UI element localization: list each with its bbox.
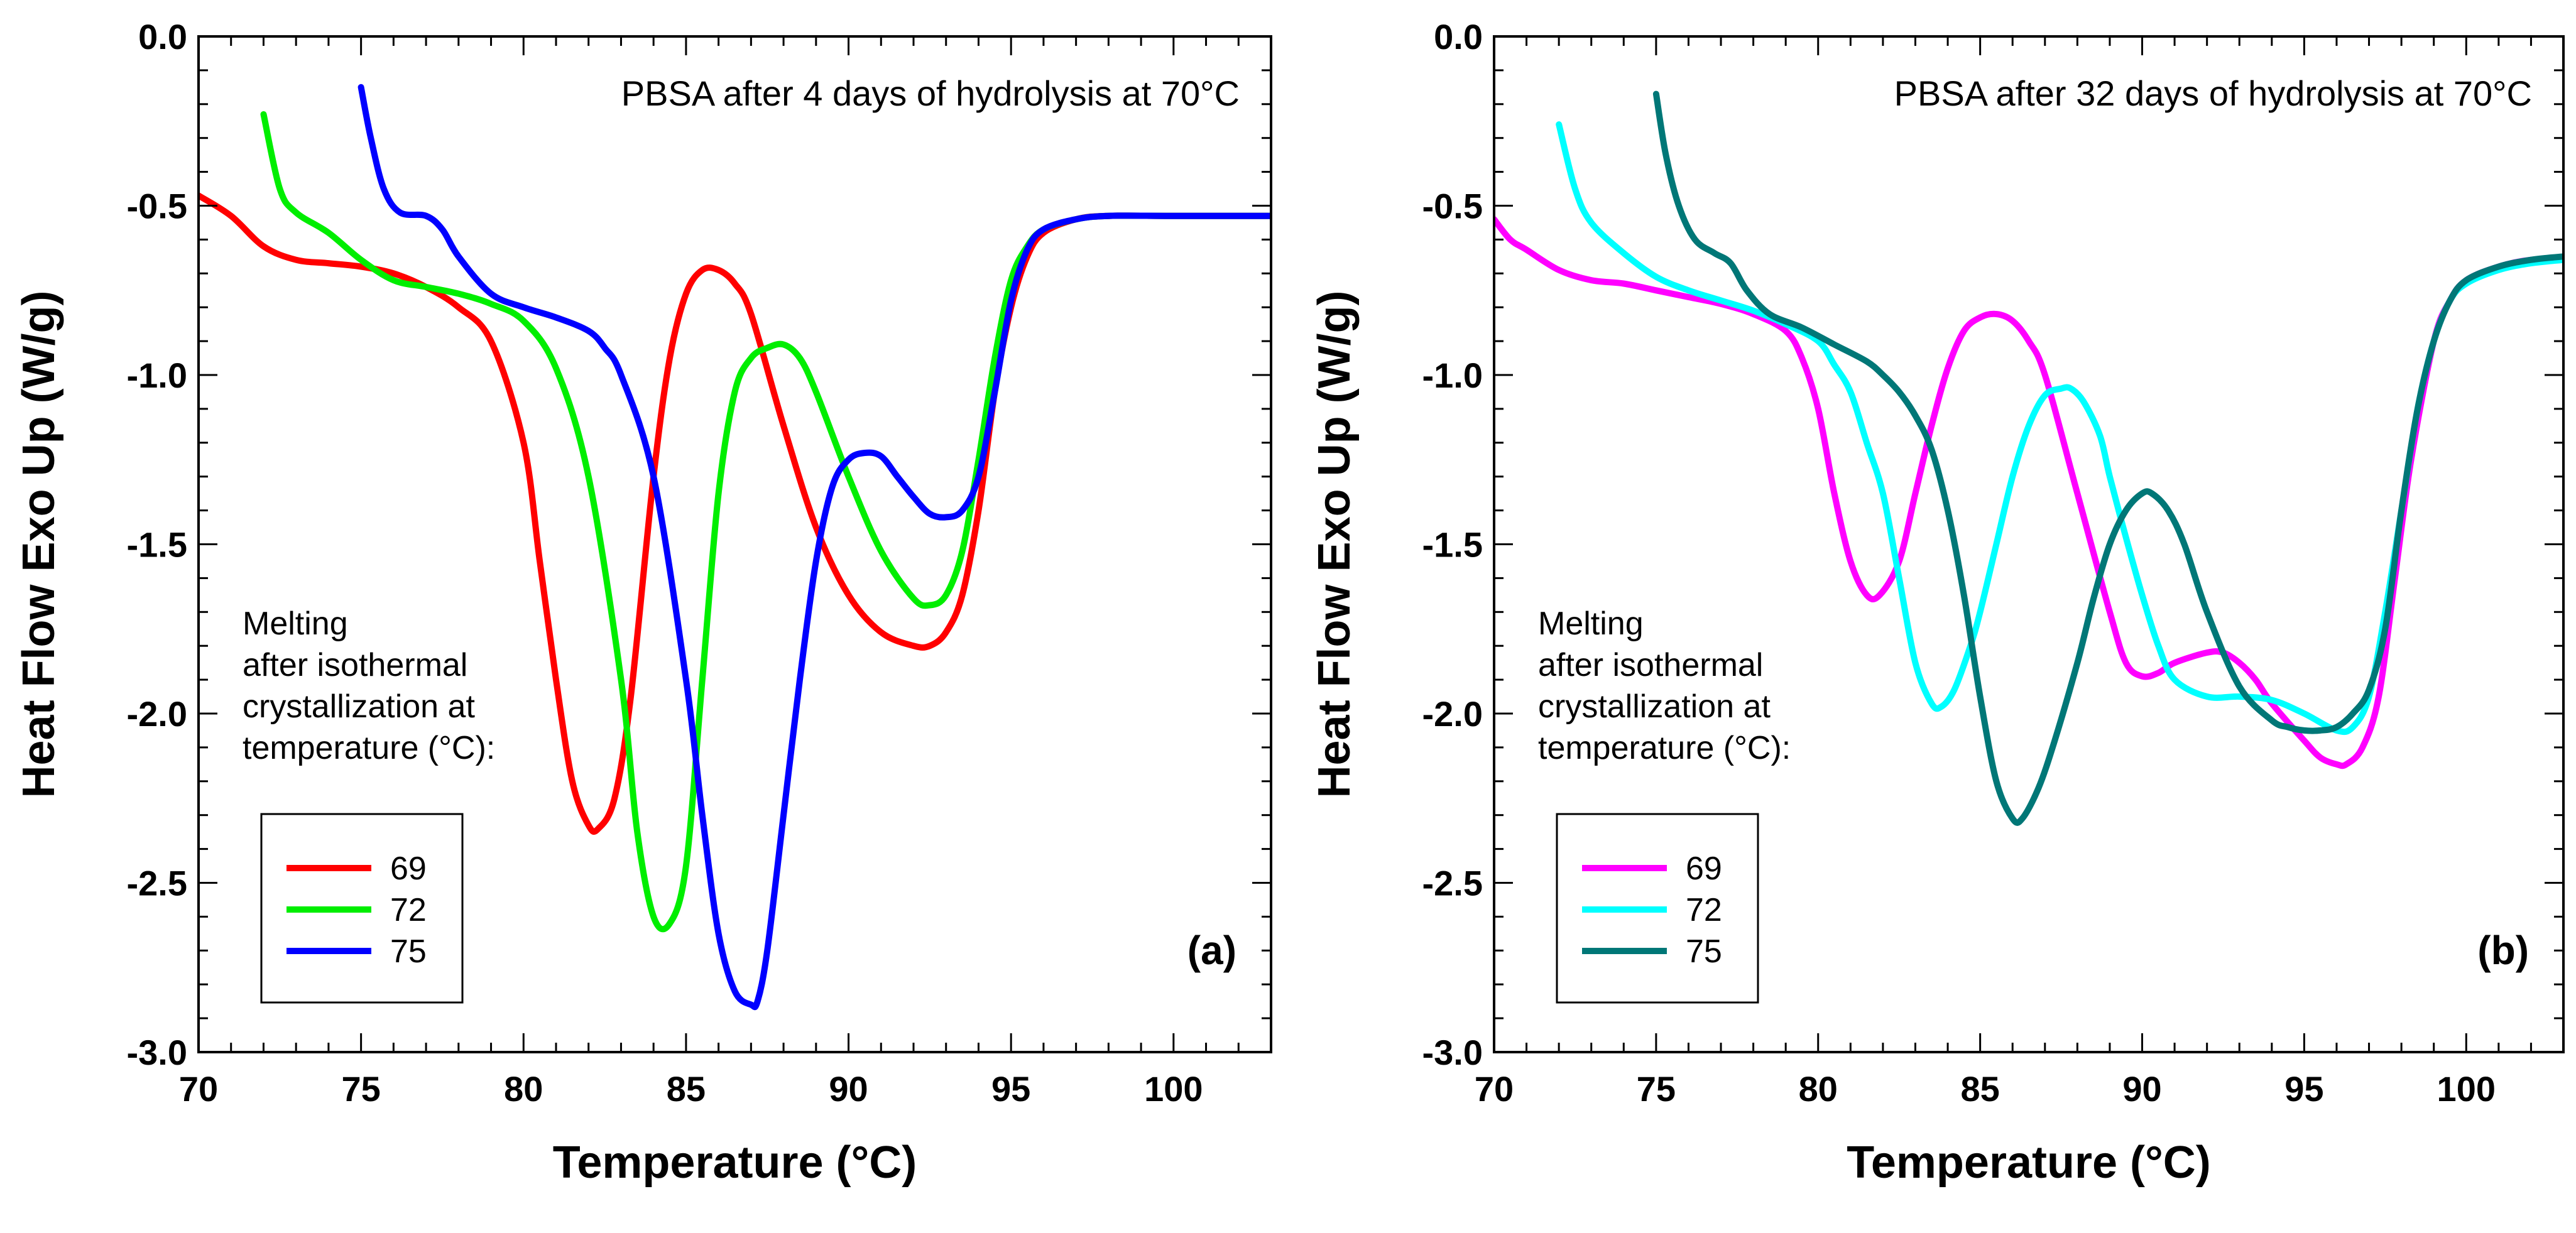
x-tick-label: 95 [2284,1069,2323,1109]
legend-label-72: 72 [390,892,427,928]
legend-label-75: 75 [390,933,427,970]
chart-panel-a: 70 75 80 85 90 95 100 0.0 -0.5 -1.0 -1.5 -2.0 -2.5 -3… [14,17,1272,1188]
y-tick-label: 0.0 [1434,17,1483,57]
legend-annotation: Melting after isothermal crystallization a… [243,606,495,766]
chart-title: PBSA after 4 days of hydrolysis at 70°C [621,73,1240,113]
legend-annotation: Melting after isothermal crystallization a… [1538,606,1791,766]
series-group [1494,90,2563,826]
legend-label-69: 69 [1686,850,1722,887]
annotation-line: crystallization at [243,688,475,725]
chart-panel-b: 70 75 80 85 90 95 100 0.0 -0.5 -1.0 -1.5 -2.0 -2.5 -3… [1309,17,2565,1188]
y-tick-label: -2.5 [1422,864,1483,903]
x-tick-label: 95 [991,1069,1030,1109]
x-tick-label: 90 [2122,1069,2161,1109]
annotation-line: temperature (°C): [243,730,495,766]
legend: 69 72 75 [260,813,464,1004]
legend-label-69: 69 [390,850,427,887]
y-tick-label: -1.0 [127,356,188,395]
legend-label-72: 72 [1686,892,1722,928]
panel-label: (a) [1187,928,1236,973]
y-tick-label: -3.0 [1422,1033,1483,1072]
annotation-line: Melting [1538,606,1644,642]
series-line-75 [1652,90,2563,826]
annotation-line: after isothermal [1538,647,1763,683]
y-tick-label: -1.5 [127,525,188,565]
x-tick-label: 85 [1960,1069,1999,1109]
annotation-line: Melting [243,606,348,642]
y-tick-label: -0.5 [1422,187,1483,226]
annotation-line: after isothermal [243,647,467,683]
x-tick-label: 70 [1475,1069,1514,1109]
x-tick-label: 75 [1637,1069,1676,1109]
y-tick-label: -2.0 [1422,694,1483,734]
y-tick-label: -1.0 [1422,356,1483,395]
y-tick-label: -0.5 [127,187,188,226]
x-tick-label: 90 [829,1069,868,1109]
y-axis-title: Heat Flow Exo Up (W/g) [1309,291,1360,798]
series-group [199,84,1271,1011]
x-tick-label: 80 [1799,1069,1838,1109]
y-tick-label: -2.0 [127,694,188,734]
y-tick-label: -2.5 [127,864,188,903]
x-tick-label: 70 [179,1069,218,1109]
y-tick-label: 0.0 [138,17,187,57]
series-line-69 [1494,216,2563,769]
annotation-line: crystallization at [1538,688,1771,725]
x-axis-title: Temperature (°C) [1847,1138,2211,1188]
panel-label: (b) [2477,928,2529,973]
y-tick-label: -3.0 [127,1033,188,1072]
x-tick-label: 75 [341,1069,380,1109]
x-tick-label: 100 [2437,1069,2496,1109]
legend-label-75: 75 [1686,933,1722,970]
legend: 69 72 75 [1556,813,1759,1004]
y-tick-label: -1.5 [1422,525,1483,565]
series-line-72 [260,111,1271,933]
y-axis-title: Heat Flow Exo Up (W/g) [14,291,64,798]
x-axis-title: Temperature (°C) [553,1138,917,1188]
x-tick-label: 85 [667,1069,706,1109]
x-tick-label: 100 [1144,1069,1203,1109]
annotation-line: temperature (°C): [1538,730,1791,766]
series-line-75 [357,84,1271,1011]
x-tick-label: 80 [504,1069,543,1109]
chart-title: PBSA after 32 days of hydrolysis at 70°C [1894,73,2532,113]
